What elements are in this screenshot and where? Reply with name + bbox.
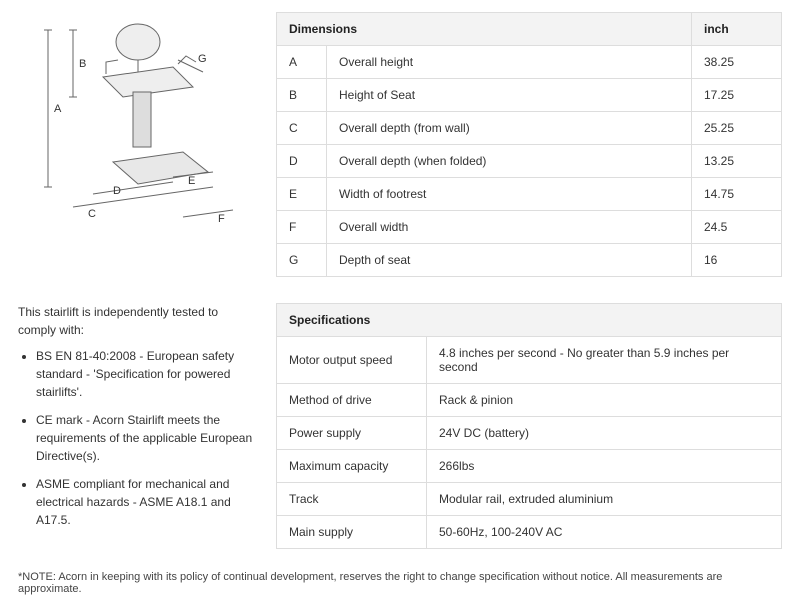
spec-value: Rack & pinion [427, 384, 782, 417]
dim-label: Height of Seat [327, 79, 692, 112]
dim-label-c: C [88, 208, 96, 220]
table-row: Motor output speed4.8 inches per second … [277, 337, 782, 384]
spec-key: Main supply [277, 516, 427, 549]
dimensions-table: Dimensions inch AOverall height38.25BHei… [276, 12, 782, 277]
dim-value: 25.25 [692, 112, 782, 145]
dim-label-d: D [113, 185, 121, 197]
table-row: DOverall depth (when folded)13.25 [277, 145, 782, 178]
dim-key: A [277, 46, 327, 79]
dim-label-b: B [79, 58, 86, 70]
spec-key: Motor output speed [277, 337, 427, 384]
dim-label: Width of footrest [327, 178, 692, 211]
table-row: Power supply24V DC (battery) [277, 417, 782, 450]
dim-key: C [277, 112, 327, 145]
compliance-list: BS EN 81-40:2008 - European safety stand… [18, 347, 258, 529]
footnote: *NOTE: Acorn in keeping with its policy … [18, 571, 782, 595]
spec-value: 266lbs [427, 450, 782, 483]
table-row: Maximum capacity266lbs [277, 450, 782, 483]
spec-value: 24V DC (battery) [427, 417, 782, 450]
dim-key: F [277, 211, 327, 244]
compliance-intro: This stairlift is independently tested t… [18, 303, 258, 339]
dim-label: Overall height [327, 46, 692, 79]
table-row: TrackModular rail, extruded aluminium [277, 483, 782, 516]
dim-label: Depth of seat [327, 244, 692, 277]
dim-label: Overall width [327, 211, 692, 244]
list-item: ASME compliant for mechanical and electr… [36, 475, 258, 529]
list-item: CE mark - Acorn Stairlift meets the requ… [36, 411, 258, 465]
dimensions-header: Dimensions [277, 13, 692, 46]
spec-key: Track [277, 483, 427, 516]
spec-value: Modular rail, extruded aluminium [427, 483, 782, 516]
stairlift-diagram: A B G D E C F [18, 12, 248, 242]
dim-key: D [277, 145, 327, 178]
table-row: BHeight of Seat17.25 [277, 79, 782, 112]
dim-value: 16 [692, 244, 782, 277]
table-row: GDepth of seat16 [277, 244, 782, 277]
dim-value: 38.25 [692, 46, 782, 79]
dim-label-a: A [54, 103, 62, 115]
dim-value: 17.25 [692, 79, 782, 112]
dim-key: G [277, 244, 327, 277]
table-row: Main supply50-60Hz, 100-240V AC [277, 516, 782, 549]
table-row: Method of driveRack & pinion [277, 384, 782, 417]
spec-key: Maximum capacity [277, 450, 427, 483]
specifications-header: Specifications [277, 304, 782, 337]
table-row: COverall depth (from wall)25.25 [277, 112, 782, 145]
dim-key: E [277, 178, 327, 211]
dim-label-e: E [188, 175, 195, 187]
table-row: FOverall width24.5 [277, 211, 782, 244]
spec-value: 50-60Hz, 100-240V AC [427, 516, 782, 549]
dim-label: Overall depth (when folded) [327, 145, 692, 178]
dim-value: 14.75 [692, 178, 782, 211]
table-row: EWidth of footrest14.75 [277, 178, 782, 211]
dim-value: 24.5 [692, 211, 782, 244]
dimensions-unit: inch [692, 13, 782, 46]
table-row: AOverall height38.25 [277, 46, 782, 79]
dim-value: 13.25 [692, 145, 782, 178]
list-item: BS EN 81-40:2008 - European safety stand… [36, 347, 258, 401]
dim-label-g: G [198, 53, 207, 65]
specifications-table: Specifications Motor output speed4.8 inc… [276, 303, 782, 549]
spec-key: Power supply [277, 417, 427, 450]
spec-key: Method of drive [277, 384, 427, 417]
spec-value: 4.8 inches per second - No greater than … [427, 337, 782, 384]
dim-key: B [277, 79, 327, 112]
dim-label: Overall depth (from wall) [327, 112, 692, 145]
dim-label-f: F [218, 213, 225, 225]
